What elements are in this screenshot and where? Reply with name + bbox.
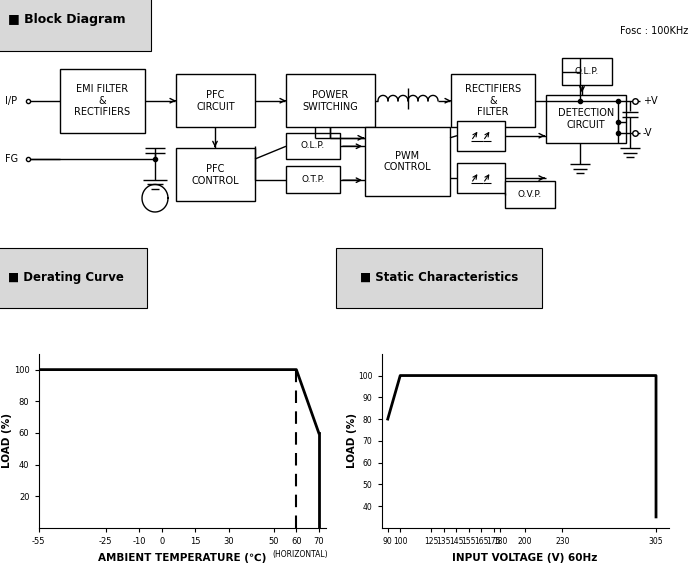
- Bar: [457, 121, 505, 151]
- Y-axis label: LOAD (%): LOAD (%): [346, 414, 356, 468]
- Text: ■ Derating Curve: ■ Derating Curve: [8, 271, 124, 284]
- Text: ■ Static Characteristics: ■ Static Characteristics: [360, 271, 518, 284]
- Bar: [451, 74, 535, 127]
- Text: POWER
SWITCHING: POWER SWITCHING: [302, 90, 358, 111]
- Text: RECTIFIERS
&
FILTER: RECTIFIERS & FILTER: [465, 84, 521, 117]
- Text: PFC
CONTROL: PFC CONTROL: [192, 164, 239, 186]
- Text: O.L.P.: O.L.P.: [575, 67, 599, 76]
- Text: O.L.P.: O.L.P.: [301, 142, 325, 150]
- Bar: [546, 95, 626, 143]
- Bar: [365, 127, 450, 196]
- Bar: [286, 166, 340, 193]
- Text: I/P: I/P: [5, 96, 17, 106]
- Text: EMI FILTER
&
RECTIFIERS: EMI FILTER & RECTIFIERS: [74, 84, 131, 117]
- Bar: [176, 74, 255, 127]
- Bar: [176, 148, 255, 201]
- Text: (HORIZONTAL): (HORIZONTAL): [272, 550, 328, 559]
- Text: ■ Block Diagram: ■ Block Diagram: [8, 13, 125, 26]
- Text: DETECTION
CIRCUIT: DETECTION CIRCUIT: [558, 108, 614, 130]
- X-axis label: AMBIENT TEMPERATURE (℃): AMBIENT TEMPERATURE (℃): [98, 553, 266, 563]
- Text: Fosc : 100KHz: Fosc : 100KHz: [620, 27, 688, 37]
- Text: -V: -V: [643, 128, 652, 137]
- Y-axis label: LOAD (%): LOAD (%): [2, 414, 13, 468]
- Text: PWM
CONTROL: PWM CONTROL: [384, 151, 431, 172]
- Bar: [60, 69, 145, 132]
- Text: FG: FG: [5, 154, 18, 164]
- Text: +V: +V: [643, 96, 657, 106]
- Bar: [562, 59, 612, 85]
- Bar: [286, 132, 340, 159]
- Text: O.T.P.: O.T.P.: [301, 175, 325, 184]
- Bar: [505, 182, 555, 208]
- Text: O.V.P.: O.V.P.: [518, 190, 542, 199]
- Bar: [457, 163, 505, 193]
- Text: PFC
CIRCUIT: PFC CIRCUIT: [196, 90, 235, 111]
- X-axis label: INPUT VOLTAGE (V) 60Hz: INPUT VOLTAGE (V) 60Hz: [452, 553, 598, 563]
- Bar: [286, 74, 375, 127]
